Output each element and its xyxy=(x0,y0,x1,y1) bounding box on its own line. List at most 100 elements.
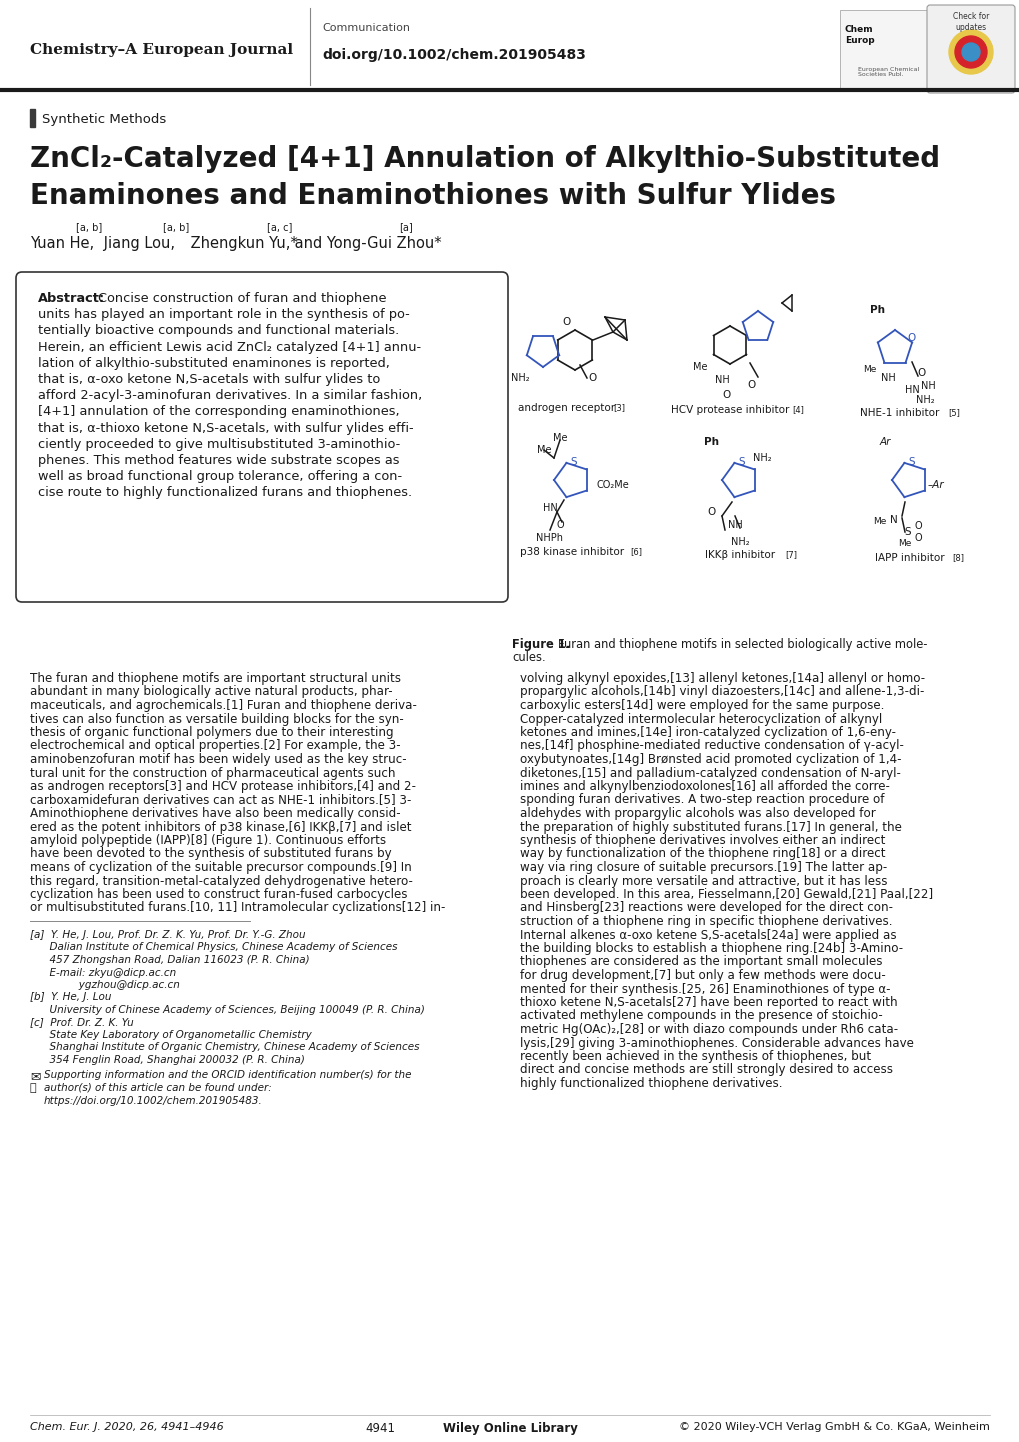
Text: sponding furan derivatives. A two-step reaction procedure of: sponding furan derivatives. A two-step r… xyxy=(520,793,883,806)
Text: abundant in many biologically active natural products, phar-: abundant in many biologically active nat… xyxy=(30,685,392,698)
Text: carboxylic esters[14d] were employed for the same purpose.: carboxylic esters[14d] were employed for… xyxy=(520,699,883,712)
Text: NHE-1 inhibitor: NHE-1 inhibitor xyxy=(859,408,938,418)
Text: carboxamidefuran derivatives can act as NHE-1 inhibitors.[5] 3-: carboxamidefuran derivatives can act as … xyxy=(30,793,411,806)
Text: NHPh: NHPh xyxy=(536,534,562,544)
Text: highly functionalized thiophene derivatives.: highly functionalized thiophene derivati… xyxy=(520,1077,782,1090)
Text: way via ring closure of suitable precursors.[19] The latter ap-: way via ring closure of suitable precurs… xyxy=(520,861,887,874)
Text: NH₂: NH₂ xyxy=(730,536,749,547)
Text: tural unit for the construction of pharmaceutical agents such: tural unit for the construction of pharm… xyxy=(30,767,395,780)
Text: O: O xyxy=(917,368,925,378)
Text: ygzhou@dicp.ac.cn: ygzhou@dicp.ac.cn xyxy=(30,981,179,991)
Text: recently been achieved in the synthesis of thiophenes, but: recently been achieved in the synthesis … xyxy=(520,1050,870,1063)
Text: that is, α-thioxo ketone N,S-acetals, with sulfur ylides effi-: that is, α-thioxo ketone N,S-acetals, wi… xyxy=(38,421,414,434)
Text: NH₂: NH₂ xyxy=(752,453,770,463)
Text: N: N xyxy=(890,515,897,525)
Text: O: O xyxy=(555,521,564,531)
Text: O: O xyxy=(707,508,715,518)
Text: University of Chinese Academy of Sciences, Beijing 100049 (P. R. China): University of Chinese Academy of Science… xyxy=(30,1005,425,1015)
Text: O: O xyxy=(907,333,915,343)
Text: The furan and thiophene motifs are important structural units: The furan and thiophene motifs are impor… xyxy=(30,672,400,685)
Text: this regard, transition-metal-catalyzed dehydrogenative hetero-: this regard, transition-metal-catalyzed … xyxy=(30,874,413,887)
Text: 354 Fenglin Road, Shanghai 200032 (P. R. China): 354 Fenglin Road, Shanghai 200032 (P. R.… xyxy=(30,1056,305,1066)
Text: European Chemical
Societies Publ.: European Chemical Societies Publ. xyxy=(857,66,918,78)
Text: aminobenzofuran motif has been widely used as the key struc-: aminobenzofuran motif has been widely us… xyxy=(30,753,407,766)
Text: NH: NH xyxy=(714,375,729,385)
Text: thesis of organic functional polymers due to their interesting: thesis of organic functional polymers du… xyxy=(30,725,393,738)
Text: lysis,[29] giving 3-aminothiophenes. Considerable advances have: lysis,[29] giving 3-aminothiophenes. Con… xyxy=(520,1037,913,1050)
Text: imines and alkynylbenziodoxolones[16] all afforded the corre-: imines and alkynylbenziodoxolones[16] al… xyxy=(520,780,889,793)
Text: [a, c]: [a, c] xyxy=(267,222,291,232)
Text: [b]  Y. He, J. Lou: [b] Y. He, J. Lou xyxy=(30,992,111,1002)
Text: S: S xyxy=(908,457,914,467)
Text: Me: Me xyxy=(693,362,707,372)
Text: propargylic alcohols,[14b] vinyl diazoesters,[14c] and allene-1,3-di-: propargylic alcohols,[14b] vinyl diazoes… xyxy=(520,685,923,698)
Text: and Yong-Gui Zhou*: and Yong-Gui Zhou* xyxy=(289,236,441,251)
Text: oxybutynoates,[14g] Brønsted acid promoted cyclization of 1,4-: oxybutynoates,[14g] Brønsted acid promot… xyxy=(520,753,901,766)
Text: Furan and thiophene motifs in selected biologically active mole-: Furan and thiophene motifs in selected b… xyxy=(557,637,926,650)
Text: [3]: [3] xyxy=(612,404,625,412)
Text: Enaminones and Enaminothiones with Sulfur Ylides: Enaminones and Enaminothiones with Sulfu… xyxy=(30,182,836,211)
Text: Internal alkenes α-oxo ketene S,S-acetals[24a] were applied as: Internal alkenes α-oxo ketene S,S-acetal… xyxy=(520,929,896,942)
Text: units has played an important role in the synthesis of po-: units has played an important role in th… xyxy=(38,309,410,322)
Text: Herein, an efficient Lewis acid ZnCl₂ catalyzed [4+1] annu-: Herein, an efficient Lewis acid ZnCl₂ ca… xyxy=(38,340,421,353)
Text: lation of alkylthio-substituted enaminones is reported,: lation of alkylthio-substituted enaminon… xyxy=(38,356,389,369)
Text: S: S xyxy=(738,457,745,467)
Bar xyxy=(30,110,35,127)
Text: Me: Me xyxy=(872,518,886,526)
Text: cyclization has been used to construct furan-fused carbocycles: cyclization has been used to construct f… xyxy=(30,888,408,901)
Text: means of cyclization of the suitable precursor compounds.[9] In: means of cyclization of the suitable pre… xyxy=(30,861,412,874)
Text: ✉: ✉ xyxy=(30,1070,41,1083)
Text: maceuticals, and agrochemicals.[1] Furan and thiophene deriva-: maceuticals, and agrochemicals.[1] Furan… xyxy=(30,699,417,712)
Text: ZnCl₂-Catalyzed [4+1] Annulation of Alkylthio-Substituted: ZnCl₂-Catalyzed [4+1] Annulation of Alky… xyxy=(30,146,940,173)
Text: have been devoted to the synthesis of substituted furans by: have been devoted to the synthesis of su… xyxy=(30,848,391,861)
Text: well as broad functional group tolerance, offering a con-: well as broad functional group tolerance… xyxy=(38,470,401,483)
Text: Wiley Online Library: Wiley Online Library xyxy=(442,1422,577,1435)
Text: Ⓒ: Ⓒ xyxy=(30,1083,37,1093)
Text: Chem. Eur. J. 2020, 26, 4941–4946: Chem. Eur. J. 2020, 26, 4941–4946 xyxy=(30,1422,223,1432)
Text: proach is clearly more versatile and attractive, but it has less: proach is clearly more versatile and att… xyxy=(520,874,887,887)
Text: phenes. This method features wide substrate scopes as: phenes. This method features wide substr… xyxy=(38,454,399,467)
Text: the building blocks to establish a thiophene ring.[24b] 3-Amino-: the building blocks to establish a thiop… xyxy=(520,942,902,955)
Text: diketones,[15] and palladium-catalyzed condensation of N-aryl-: diketones,[15] and palladium-catalyzed c… xyxy=(520,767,900,780)
Text: S: S xyxy=(904,526,910,536)
Text: and Hinsberg[23] reactions were developed for the direct con-: and Hinsberg[23] reactions were develope… xyxy=(520,901,892,914)
Text: author(s) of this article can be found under:: author(s) of this article can be found u… xyxy=(44,1083,271,1093)
Text: E-mail: zkyu@dicp.ac.cn: E-mail: zkyu@dicp.ac.cn xyxy=(30,968,176,978)
Text: 4941: 4941 xyxy=(365,1422,394,1435)
Text: Copper-catalyzed intermolecular heterocyclization of alkynyl: Copper-catalyzed intermolecular heterocy… xyxy=(520,712,881,725)
Text: [4]: [4] xyxy=(791,405,803,414)
Text: Jiang Lou,: Jiang Lou, xyxy=(99,236,175,251)
Text: Zhengkun Yu,*: Zhengkun Yu,* xyxy=(185,236,298,251)
Text: or multisubstituted furans.[10, 11] Intramolecular cyclizations[12] in-: or multisubstituted furans.[10, 11] Intr… xyxy=(30,901,445,914)
Text: © 2020 Wiley-VCH Verlag GmbH & Co. KGaA, Weinheim: © 2020 Wiley-VCH Verlag GmbH & Co. KGaA,… xyxy=(679,1422,989,1432)
Circle shape xyxy=(954,36,986,68)
Text: O: O xyxy=(747,381,755,389)
Text: that is, α-oxo ketone N,S-acetals with sulfur ylides to: that is, α-oxo ketone N,S-acetals with s… xyxy=(38,373,380,386)
Text: [6]: [6] xyxy=(630,548,641,557)
Text: [4+1] annulation of the corresponding enaminothiones,: [4+1] annulation of the corresponding en… xyxy=(38,405,399,418)
Text: aldehydes with propargylic alcohols was also developed for: aldehydes with propargylic alcohols was … xyxy=(520,808,875,820)
Text: synthesis of thiophene derivatives involves either an indirect: synthesis of thiophene derivatives invol… xyxy=(520,833,884,846)
FancyBboxPatch shape xyxy=(840,10,929,88)
Text: 457 Zhongshan Road, Dalian 116023 (P. R. China): 457 Zhongshan Road, Dalian 116023 (P. R.… xyxy=(30,955,310,965)
Text: struction of a thiophene ring in specific thiophene derivatives.: struction of a thiophene ring in specifi… xyxy=(520,916,892,929)
Text: Dalian Institute of Chemical Physics, Chinese Academy of Sciences: Dalian Institute of Chemical Physics, Ch… xyxy=(30,943,397,953)
Text: O: O xyxy=(913,521,921,531)
Text: [7]: [7] xyxy=(785,551,796,559)
Text: thioxo ketene N,S-acetals[27] have been reported to react with: thioxo ketene N,S-acetals[27] have been … xyxy=(520,996,897,1009)
Text: O: O xyxy=(588,373,596,384)
Text: Check for
updates: Check for updates xyxy=(952,13,988,32)
Text: O: O xyxy=(913,534,921,544)
Text: Yuan He,: Yuan He, xyxy=(30,236,94,251)
Text: O: O xyxy=(722,389,731,399)
Text: [c]  Prof. Dr. Z. K. Yu: [c] Prof. Dr. Z. K. Yu xyxy=(30,1018,133,1028)
Text: NH₂: NH₂ xyxy=(915,395,933,405)
Text: IAPP inhibitor: IAPP inhibitor xyxy=(874,552,944,562)
Text: CO₂Me: CO₂Me xyxy=(596,480,629,490)
Text: amyloid polypeptide (IAPP)[8] (Figure 1). Continuous efforts: amyloid polypeptide (IAPP)[8] (Figure 1)… xyxy=(30,833,386,846)
Text: [a, b]: [a, b] xyxy=(163,222,189,232)
Text: as androgen receptors[3] and HCV protease inhibitors,[4] and 2-: as androgen receptors[3] and HCV proteas… xyxy=(30,780,416,793)
Text: NH: NH xyxy=(727,521,742,531)
Text: ketones and imines,[14e] iron-catalyzed cyclization of 1,6-eny-: ketones and imines,[14e] iron-catalyzed … xyxy=(520,725,895,738)
Text: Ph: Ph xyxy=(869,306,884,314)
